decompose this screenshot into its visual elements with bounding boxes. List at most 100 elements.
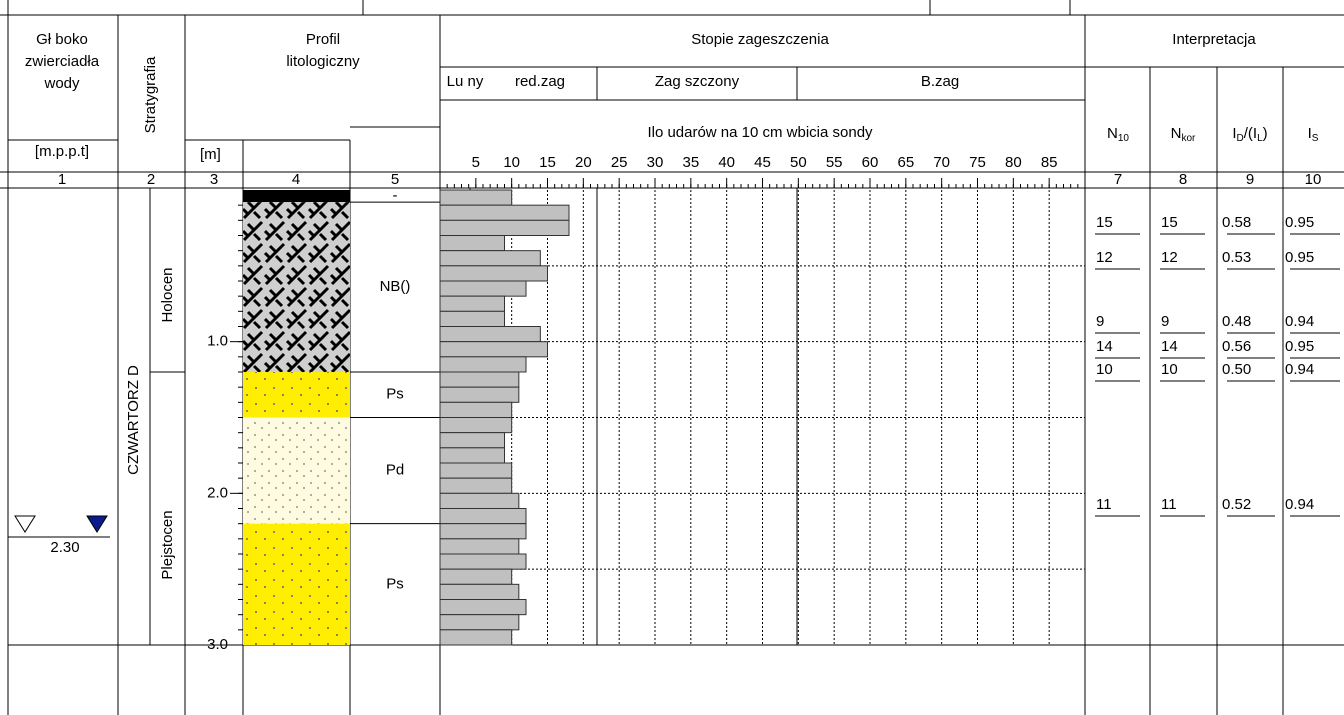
bar: [440, 630, 512, 645]
label: Ilo udarów na 10 cm wbicia sondy: [647, 124, 873, 141]
cell: 0.53: [1222, 249, 1251, 266]
x-tick-label: 25: [611, 154, 628, 171]
label: Stratygrafia: [142, 56, 159, 133]
bar: [440, 387, 519, 402]
label: wody: [43, 75, 80, 92]
subscript: kor: [1181, 133, 1196, 144]
column-number: 3: [210, 171, 218, 188]
cell: 0.56: [1222, 338, 1251, 355]
cell: 12: [1096, 249, 1113, 266]
x-tick-label: 10: [503, 154, 520, 171]
column-number: 5: [391, 171, 399, 188]
column-number: 7: [1114, 171, 1122, 188]
bar: [440, 190, 512, 205]
cell: 15: [1161, 214, 1178, 231]
soil-symbol: NB(): [380, 278, 411, 295]
subscript: D: [1237, 133, 1244, 144]
column-header: N10: [1107, 125, 1129, 144]
soil-layer: [243, 418, 350, 524]
column-number: 10: [1305, 171, 1322, 188]
x-tick-label: 70: [933, 154, 950, 171]
x-tick-label: 50: [790, 154, 807, 171]
bar: [440, 524, 526, 539]
x-tick-label: 60: [862, 154, 879, 171]
label: zwierciadła: [25, 53, 100, 70]
x-tick-label: 35: [682, 154, 699, 171]
label: Plejstocen: [159, 510, 176, 579]
cell: 0.58: [1222, 214, 1251, 231]
soil-symbol: Pd: [386, 462, 404, 479]
x-tick-label: 80: [1005, 154, 1022, 171]
column-number: 8: [1179, 171, 1187, 188]
cell: 0.52: [1222, 496, 1251, 513]
symbol: ): [1263, 125, 1268, 142]
cell: 12: [1161, 249, 1178, 266]
soil-symbol: Ps: [386, 575, 404, 592]
bar: [440, 281, 526, 296]
subscript: S: [1312, 133, 1319, 144]
x-tick-label: 65: [897, 154, 914, 171]
label: Stopie zageszczenia: [691, 31, 829, 48]
label: Interpretacja: [1172, 31, 1256, 48]
column-header: IS: [1308, 125, 1319, 144]
x-tick-label: 85: [1041, 154, 1058, 171]
column-header: ID/(IL): [1232, 125, 1267, 144]
bar: [440, 205, 569, 220]
column-number: 2: [147, 171, 155, 188]
cell: 0.94: [1285, 496, 1314, 513]
symbol: N: [1107, 125, 1118, 142]
cell: 11: [1096, 496, 1112, 513]
depth-label: 2.0: [207, 484, 228, 501]
bar: [440, 220, 569, 235]
x-tick-label: 20: [575, 154, 592, 171]
bar: [440, 478, 512, 493]
cell: 14: [1161, 338, 1178, 355]
cell: 0.95: [1285, 249, 1314, 266]
cell: 10: [1161, 361, 1178, 378]
symbol: N: [1171, 125, 1182, 142]
label: B.zag: [921, 73, 959, 90]
bar: [440, 296, 505, 311]
bar: [440, 266, 548, 281]
bar: [440, 342, 548, 357]
label: Lu ny: [447, 73, 484, 90]
column-number: 4: [292, 171, 300, 188]
column-header: Nkor: [1171, 125, 1196, 144]
x-tick-label: 40: [718, 154, 735, 171]
soil-layer: [243, 202, 350, 372]
bar: [440, 311, 505, 326]
symbol: /(I: [1244, 125, 1257, 142]
water-symbol: [87, 516, 107, 532]
label: CZWARTORZ D: [125, 365, 142, 475]
bar: [440, 251, 540, 266]
cell: 9: [1161, 313, 1169, 330]
soil-layer: [243, 372, 350, 418]
bar: [440, 433, 505, 448]
x-tick-label: 45: [754, 154, 771, 171]
subscript: 10: [1118, 133, 1130, 144]
bar: [440, 402, 512, 417]
x-tick-label: 75: [969, 154, 986, 171]
cell: 14: [1096, 338, 1113, 355]
cell: 0.95: [1285, 338, 1314, 355]
bar: [440, 357, 526, 372]
bar: [440, 327, 540, 342]
bar: [440, 539, 519, 554]
label: [m]: [200, 146, 221, 163]
x-tick-label: 15: [539, 154, 556, 171]
column-number: 9: [1246, 171, 1254, 188]
cell: 0.95: [1285, 214, 1314, 231]
bar: [440, 584, 519, 599]
depth-label: 3.0: [207, 636, 228, 653]
bar: [440, 554, 526, 569]
bar: [440, 448, 505, 463]
bar: [440, 418, 512, 433]
bar: [440, 615, 519, 630]
soil-layer: [243, 524, 350, 645]
bar: [440, 569, 512, 584]
water-level: 2.30: [50, 539, 79, 556]
depth-label: 1.0: [207, 333, 228, 350]
cell: 0.94: [1285, 313, 1314, 330]
soil-layer: [243, 190, 350, 202]
bar: [440, 463, 512, 478]
